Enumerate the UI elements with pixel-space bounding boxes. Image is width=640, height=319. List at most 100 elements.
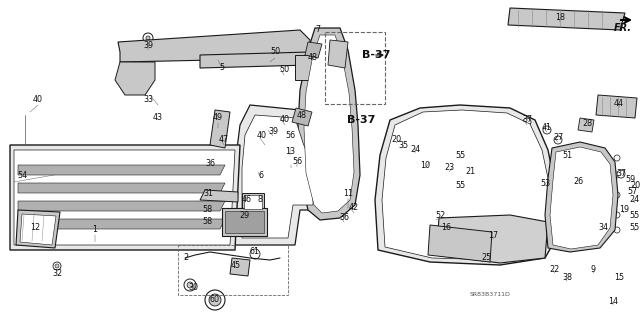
Text: 55: 55 (630, 211, 640, 219)
Text: 26: 26 (573, 177, 583, 187)
Bar (178, 245, 288, 295)
Text: 49: 49 (213, 114, 223, 122)
Circle shape (184, 279, 196, 291)
Circle shape (207, 162, 213, 168)
Text: 51: 51 (562, 151, 572, 160)
Circle shape (205, 290, 225, 310)
Text: 23: 23 (444, 164, 454, 173)
Text: 13: 13 (285, 147, 295, 157)
Polygon shape (18, 219, 225, 229)
Text: 59: 59 (626, 175, 636, 184)
Text: 55: 55 (456, 151, 466, 160)
Text: 17: 17 (488, 232, 498, 241)
Text: 41: 41 (542, 123, 552, 132)
Text: 15: 15 (614, 273, 624, 283)
Polygon shape (230, 258, 250, 276)
Circle shape (250, 249, 260, 259)
Text: 43: 43 (153, 114, 163, 122)
Polygon shape (20, 214, 56, 245)
Circle shape (614, 192, 620, 198)
Text: 28: 28 (582, 120, 592, 129)
Text: 40: 40 (280, 115, 290, 124)
Polygon shape (248, 160, 268, 185)
Text: 20: 20 (391, 136, 401, 145)
Text: 10: 10 (420, 160, 430, 169)
Text: 31: 31 (203, 189, 213, 197)
Text: 37: 37 (522, 115, 532, 124)
Circle shape (614, 227, 620, 233)
Text: 20: 20 (630, 181, 640, 189)
Text: 27: 27 (553, 133, 563, 143)
Text: 56: 56 (285, 130, 295, 139)
Circle shape (543, 126, 551, 134)
Text: B-37: B-37 (362, 50, 390, 60)
Circle shape (563, 153, 571, 161)
Polygon shape (436, 215, 548, 263)
Polygon shape (118, 30, 310, 62)
Text: 46: 46 (242, 196, 252, 204)
Circle shape (614, 212, 620, 218)
Text: 9: 9 (591, 265, 596, 275)
Circle shape (614, 172, 620, 178)
Text: 44: 44 (614, 100, 624, 108)
Polygon shape (115, 62, 155, 95)
Text: 60: 60 (210, 295, 220, 305)
Circle shape (55, 264, 59, 268)
Text: 58: 58 (202, 218, 212, 226)
Polygon shape (242, 115, 313, 238)
Circle shape (523, 118, 531, 126)
Text: 52: 52 (435, 211, 445, 219)
Circle shape (214, 124, 222, 132)
Text: 34: 34 (598, 224, 608, 233)
Polygon shape (382, 110, 552, 260)
Text: 24: 24 (410, 145, 420, 154)
Text: 47: 47 (219, 136, 229, 145)
Polygon shape (16, 210, 60, 248)
Polygon shape (428, 225, 492, 262)
Circle shape (209, 294, 221, 306)
Text: 54: 54 (17, 170, 27, 180)
Text: 24: 24 (629, 196, 639, 204)
Polygon shape (375, 105, 558, 265)
Circle shape (204, 209, 210, 215)
Polygon shape (298, 28, 360, 220)
Text: 61: 61 (249, 248, 259, 256)
Text: 2: 2 (184, 254, 189, 263)
Text: 42: 42 (349, 204, 359, 212)
Text: 11: 11 (343, 189, 353, 197)
Polygon shape (14, 150, 235, 245)
Polygon shape (545, 142, 618, 252)
Text: 36: 36 (339, 212, 349, 221)
Text: 56: 56 (292, 158, 302, 167)
Circle shape (287, 135, 293, 141)
Text: 16: 16 (441, 224, 451, 233)
Text: 5: 5 (220, 63, 225, 71)
Text: 53: 53 (540, 179, 550, 188)
Text: 14: 14 (608, 298, 618, 307)
Polygon shape (18, 201, 225, 211)
Text: 21: 21 (465, 167, 475, 176)
Text: 18: 18 (555, 13, 565, 23)
Circle shape (143, 33, 153, 43)
Text: 33: 33 (143, 95, 153, 105)
Text: 30: 30 (188, 284, 198, 293)
Text: 7: 7 (316, 26, 321, 34)
Circle shape (187, 282, 193, 288)
Circle shape (204, 220, 210, 226)
Polygon shape (305, 42, 322, 58)
Bar (244, 195, 262, 209)
Polygon shape (596, 95, 637, 118)
Circle shape (614, 155, 620, 161)
Text: 45: 45 (231, 261, 241, 270)
Bar (325, 32, 385, 104)
Text: 1: 1 (93, 226, 97, 234)
Polygon shape (508, 8, 625, 30)
Text: 36: 36 (205, 159, 215, 167)
Text: 39: 39 (143, 41, 153, 49)
Circle shape (617, 170, 625, 178)
Text: SR83B3711D: SR83B3711D (470, 293, 511, 298)
Text: 50: 50 (270, 48, 280, 56)
Polygon shape (292, 108, 312, 126)
Text: 19: 19 (619, 205, 629, 214)
Bar (225, 211, 264, 233)
